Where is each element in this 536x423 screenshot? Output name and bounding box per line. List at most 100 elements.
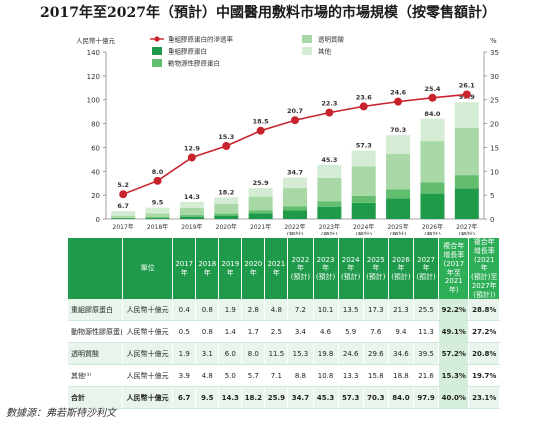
table-cell: 1.9 — [172, 342, 197, 366]
bar-total-label: 6.7 — [117, 202, 129, 210]
bar-segment — [386, 153, 411, 190]
right-tick-label: 5 — [490, 192, 494, 200]
bar-segment — [454, 175, 479, 189]
table-row: 透明質酸 人民幣十億元 1.9 3.1 6.0 8.0 11.5 15.3 19.8 24.6 29… — [68, 342, 500, 366]
right-tick-label: 30 — [490, 73, 499, 81]
table-header-cell: 2027年 (預計) — [413, 238, 440, 300]
table-cell: 9.5 — [195, 386, 220, 410]
table-cell: 21.6 — [413, 364, 440, 388]
market-size-chart: 0 20 40 60 80 100 120 140 0 5 10 15 20 25 30 35 人民幣十億元 % 6… — [76, 35, 499, 236]
penetration-value-label: 5.2 — [117, 181, 129, 189]
table-cell: 21.3 — [388, 299, 415, 322]
table-cell: 4.6 — [313, 320, 339, 344]
bar-total-label: 34.7 — [287, 169, 303, 177]
table-cell: 97.9 — [413, 386, 440, 410]
bar-segment — [283, 177, 307, 189]
left-axis-label: 人民幣十億元 — [76, 36, 116, 45]
table-cell: 6.7 — [172, 386, 197, 410]
bar-segment — [179, 207, 204, 216]
legend-label: 其他 — [318, 47, 332, 56]
left-tick-label: 40 — [91, 168, 100, 176]
bar-segment — [145, 217, 170, 219]
bar-segment — [351, 195, 376, 203]
bar-segment — [214, 204, 239, 214]
right-tick-label: 20 — [490, 121, 499, 129]
bar-total-label: 70.3 — [390, 126, 406, 134]
table-cell: 7.6 — [363, 320, 389, 344]
legend-label: 透明質酸 — [318, 35, 345, 44]
bar-segment — [317, 201, 342, 207]
row-label: 合計 — [68, 386, 123, 410]
x-tick-label: (預計) — [424, 231, 441, 235]
left-tick-label: 140 — [87, 49, 100, 57]
x-tick-label: (預計) — [287, 231, 304, 235]
table-cell: 19.8 — [313, 342, 339, 366]
table-cell: 18.2 — [241, 386, 266, 410]
legend-swatch — [152, 59, 162, 67]
penetration-point — [187, 153, 196, 162]
table-cell: 0.5 — [172, 320, 197, 344]
bar-segment — [179, 215, 204, 217]
table-cell: 8.0 — [241, 342, 266, 366]
table-cell: 25.9 — [264, 386, 289, 410]
table-cell: 5.9 — [338, 320, 364, 344]
penetration-point — [428, 93, 437, 102]
unit-cell: 人民幣十億元 — [122, 342, 174, 366]
table-cell: 4.8 — [264, 299, 289, 322]
unit-cell: 人民幣十億元 — [122, 364, 174, 388]
table-cell: 15.8 — [363, 364, 389, 388]
table-row: 其他⁽¹⁾ 人民幣十億元 3.9 4.8 5.0 5.7 7.1 8.8 10.8 13.3 15.… — [68, 364, 500, 388]
table-header-cell: 2026年 (預計) — [388, 238, 415, 300]
x-tick-label: 2022年 — [284, 223, 305, 231]
bar-segment — [179, 216, 204, 219]
bar-segment — [283, 210, 307, 219]
table-cell: 13.5 — [338, 299, 364, 322]
right-axis-label: % — [490, 37, 497, 45]
table-cell: 4.8 — [195, 364, 220, 388]
table-cell: 70.3 — [363, 386, 389, 410]
table-cell: 34.6 — [388, 342, 415, 366]
table-cell: 92.2% — [438, 299, 470, 322]
left-tick-label: 80 — [91, 121, 100, 129]
table-cell: 1.7 — [241, 320, 266, 344]
table-header-cell: 單位 — [122, 238, 174, 300]
bar-segment — [111, 217, 136, 219]
unit-cell: 人民幣十億元 — [122, 320, 174, 344]
x-tick-label: (預計) — [321, 231, 338, 235]
bar-segment — [248, 213, 273, 219]
table-header-cell: 2017年 — [172, 238, 197, 300]
penetration-point — [222, 141, 231, 150]
bar-total-label: 84.0 — [424, 110, 441, 118]
unit-cell: 人民幣十億元 — [122, 386, 174, 410]
table-cell: 25.5 — [413, 299, 440, 322]
x-tick-label: 2025年 — [387, 223, 408, 231]
page-title: 2017年至2027年（預計）中國醫用敷料市場的市場規模（按零售額計） — [40, 5, 496, 21]
bar-segment — [351, 166, 376, 196]
bar-segment — [248, 210, 273, 214]
table-cell: 5.7 — [241, 364, 266, 388]
penetration-point — [462, 90, 471, 99]
x-tick-label: (預計) — [355, 231, 372, 235]
left-tick-label: 120 — [87, 73, 100, 81]
table-cell: 84.0 — [388, 386, 415, 410]
table-cell: 13.3 — [338, 364, 364, 388]
bar-segment — [454, 102, 479, 128]
penetration-point — [153, 176, 162, 185]
table-cell: 15.3 — [287, 342, 314, 366]
table-cell: 15.3% — [438, 364, 470, 388]
bar-segment — [214, 197, 239, 205]
penetration-point — [119, 190, 128, 199]
table-cell: 2.8 — [241, 299, 266, 322]
bar-segment — [248, 188, 273, 197]
penetration-point — [256, 126, 265, 135]
x-tick-label: 2024年 — [353, 223, 374, 231]
table-row: 動物源性膠原蛋白 人民幣十億元 0.5 0.8 1.4 1.7 2.5 3.4 4.6 5.9 7.… — [68, 320, 500, 344]
data-table-container: 單位 2017年 2018年 2019年 2020年 2021年 2022年 (預計) 2023… — [68, 238, 500, 410]
left-tick-label: 100 — [87, 97, 100, 105]
legend-label: 重組膠原蛋白的滲透率 — [168, 35, 234, 44]
table-cell: 45.3 — [313, 386, 339, 410]
bar-segment — [248, 196, 273, 211]
penetration-value-label: 23.6 — [356, 93, 373, 101]
data-table: 單位 2017年 2018年 2019年 2020年 2021年 2022年 (預計) 2023… — [68, 238, 500, 410]
bar-total-label: 9.5 — [152, 199, 164, 207]
